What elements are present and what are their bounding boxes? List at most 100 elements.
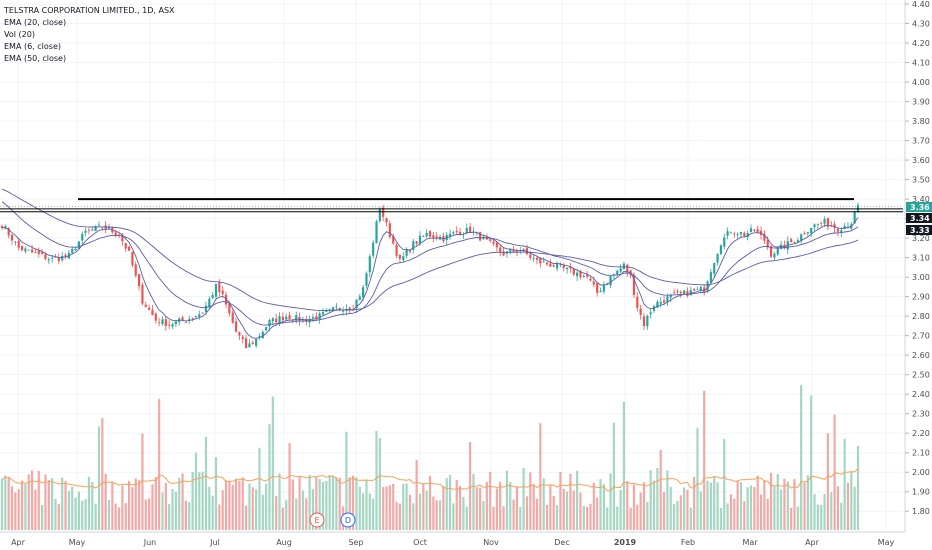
y-tick-label: 2.10 bbox=[912, 449, 930, 458]
volume-bar bbox=[224, 480, 228, 530]
grid bbox=[0, 0, 903, 530]
volume-bar bbox=[281, 507, 284, 530]
volume-bar bbox=[362, 493, 365, 530]
volume-bar bbox=[649, 470, 652, 530]
volume-bar bbox=[739, 482, 743, 530]
volume-bar bbox=[462, 496, 465, 530]
marker-dividend[interactable]: D bbox=[340, 512, 356, 528]
volume-bar bbox=[555, 505, 559, 530]
candle-body bbox=[422, 236, 425, 238]
candle-body bbox=[238, 332, 241, 336]
volume-bar bbox=[629, 507, 632, 530]
symbol-title[interactable]: TELSTRA CORPORATION LIMITED., 1D, ASX bbox=[4, 6, 175, 15]
volume-bar bbox=[505, 470, 509, 530]
price-label[interactable]: 3.34 bbox=[906, 213, 932, 223]
candle-body bbox=[335, 306, 338, 308]
x-tick-label: May bbox=[69, 538, 86, 547]
volume-ma-line bbox=[1, 468, 859, 492]
price-label[interactable]: 3.36 bbox=[906, 202, 932, 212]
candle-body bbox=[51, 258, 54, 259]
volume-bar bbox=[168, 504, 171, 530]
volume-bar bbox=[475, 487, 478, 530]
candle-body bbox=[268, 319, 271, 327]
volume-bar bbox=[388, 485, 391, 530]
candle-body bbox=[405, 249, 408, 256]
y-tick-label: 3.80 bbox=[912, 117, 930, 126]
price-axis[interactable]: 4.40 4.30 4.20 4.10 4.00 3.90 3.80 3.70 3.60 3.50… bbox=[904, 0, 932, 550]
volume-bar bbox=[315, 476, 318, 530]
volume-bar bbox=[368, 493, 371, 530]
candle-body bbox=[158, 322, 161, 324]
volume-bar bbox=[418, 493, 422, 530]
legend-ema6[interactable]: EMA (6, close) bbox=[4, 42, 61, 51]
volume-bar bbox=[642, 482, 646, 530]
candle-body bbox=[338, 307, 341, 310]
legend-ema20[interactable]: EMA (20, close) bbox=[4, 18, 67, 27]
candle-body bbox=[746, 233, 749, 238]
price-label-bg bbox=[906, 213, 932, 223]
volume-bar bbox=[836, 486, 840, 530]
ema-20-line bbox=[1, 201, 859, 326]
volume-bar bbox=[161, 492, 164, 530]
volume-bar bbox=[612, 422, 616, 530]
volume-bar bbox=[656, 468, 659, 530]
candle-body bbox=[796, 240, 799, 243]
volume-bar bbox=[395, 501, 398, 530]
volume-bar bbox=[248, 483, 251, 530]
horizontal-lines[interactable] bbox=[0, 198, 903, 213]
candle-body bbox=[171, 324, 174, 327]
candle-body bbox=[455, 231, 458, 233]
candle-body bbox=[612, 274, 616, 275]
x-tick-label: May bbox=[878, 538, 895, 547]
volume-bar bbox=[275, 495, 278, 530]
volume-bar bbox=[763, 479, 766, 530]
candle-body bbox=[87, 229, 91, 231]
price-label-bg bbox=[906, 225, 932, 235]
candle-body bbox=[572, 268, 575, 275]
volume-bar bbox=[492, 506, 495, 530]
volume-bar bbox=[820, 504, 823, 530]
x-tick-label: Apr bbox=[11, 538, 26, 547]
candle-body bbox=[522, 248, 525, 250]
volume-bar bbox=[221, 490, 224, 530]
volume-bar bbox=[158, 399, 161, 530]
candle-body bbox=[632, 275, 636, 296]
volume-bar bbox=[666, 470, 669, 530]
x-tick-label: Aug bbox=[276, 538, 292, 547]
volume-bar bbox=[311, 489, 315, 530]
candle-body bbox=[569, 266, 572, 269]
time-axis[interactable]: Apr May Jun Jul Aug Sep Oct Nov Dec 2019 Feb Mar Apr… bbox=[0, 531, 932, 550]
candle-body bbox=[479, 231, 482, 241]
price-label-bg bbox=[906, 202, 932, 212]
marker-earnings[interactable]: E bbox=[309, 512, 325, 528]
volume-bar bbox=[402, 483, 405, 530]
candle-body bbox=[97, 224, 101, 226]
y-tick-label: 4.00 bbox=[912, 78, 930, 87]
candle-body bbox=[54, 256, 57, 258]
volume-bar bbox=[458, 485, 462, 530]
candle-body bbox=[552, 265, 555, 267]
volume-bar bbox=[405, 483, 408, 530]
candle-body bbox=[248, 343, 251, 348]
volume-bars bbox=[0, 385, 860, 530]
volume-bar bbox=[385, 486, 388, 530]
volume-bar bbox=[308, 474, 311, 530]
volume-bar bbox=[686, 489, 689, 530]
candle-body bbox=[164, 319, 167, 327]
time-axis-bg bbox=[0, 532, 932, 550]
legend-ema50[interactable]: EMA (50, close) bbox=[4, 54, 67, 63]
ema-lines bbox=[1, 188, 859, 339]
candle-body bbox=[428, 231, 432, 237]
volume-bar bbox=[124, 503, 127, 530]
volume-bar bbox=[271, 396, 274, 530]
price-label[interactable]: 3.33 bbox=[906, 225, 932, 235]
volume-bar bbox=[51, 478, 54, 530]
volume-bar bbox=[766, 498, 769, 530]
candle-body bbox=[515, 250, 519, 253]
volume-bar bbox=[502, 506, 505, 530]
legend-vol20[interactable]: Vol (20) bbox=[4, 30, 35, 39]
volume-bar bbox=[606, 507, 609, 530]
y-tick-label: 3.50 bbox=[912, 176, 930, 185]
